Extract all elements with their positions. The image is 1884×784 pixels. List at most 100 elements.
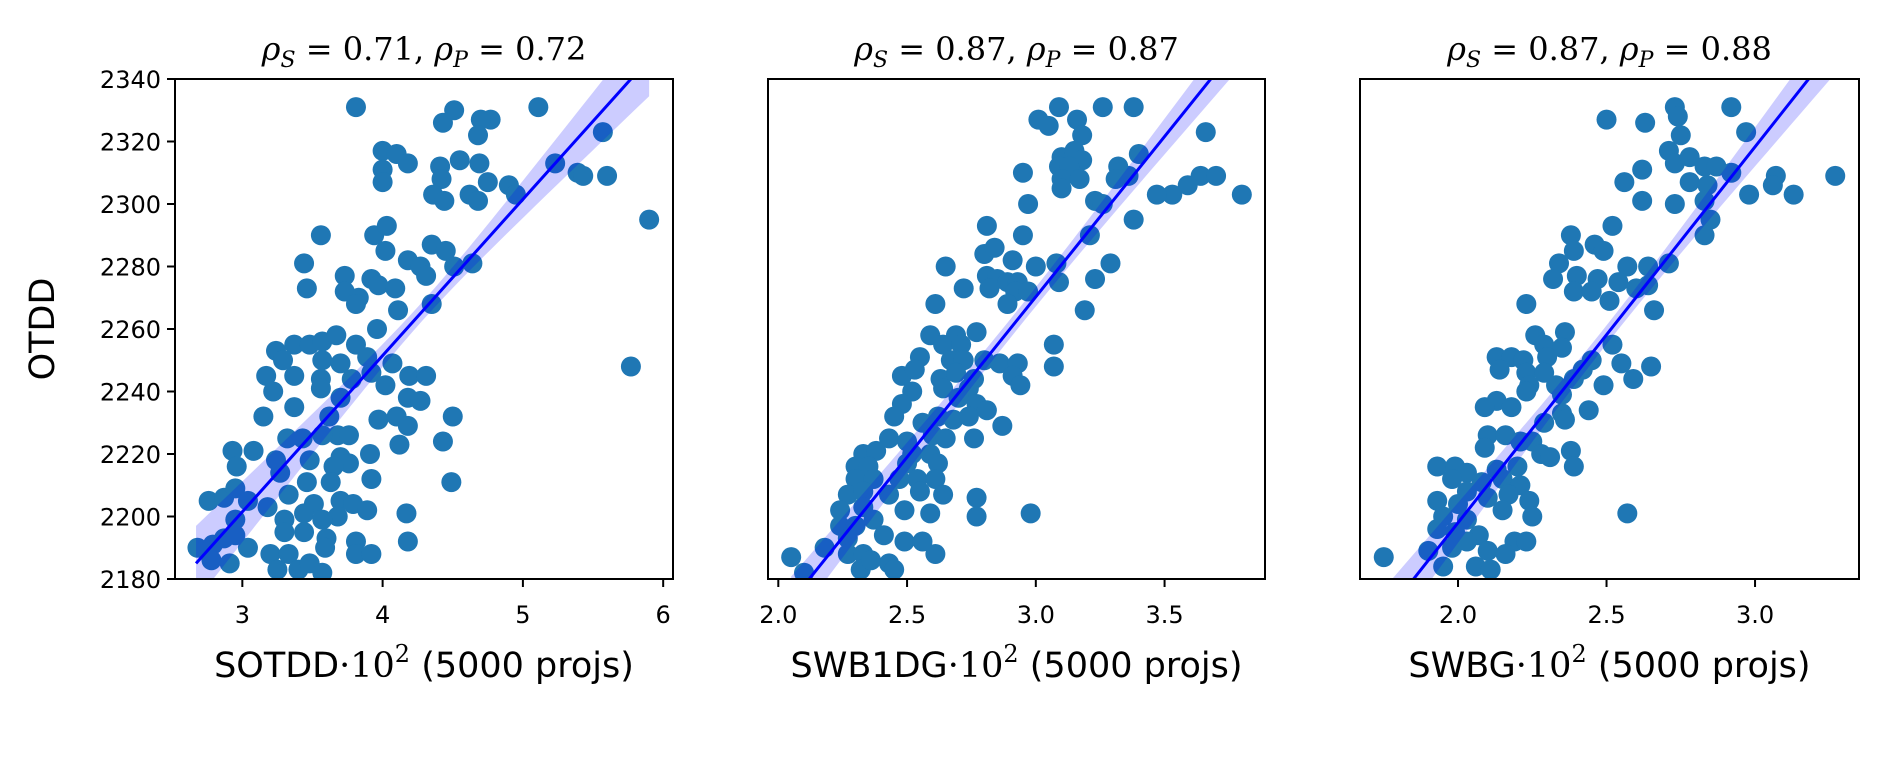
scale-exponent: 2 xyxy=(1571,640,1586,668)
data-point xyxy=(294,253,315,274)
data-point xyxy=(357,500,378,521)
data-point xyxy=(345,294,366,314)
data-point xyxy=(345,544,366,564)
data-point xyxy=(1519,490,1540,511)
data-point xyxy=(1231,184,1252,205)
data-point xyxy=(528,97,549,118)
data-point xyxy=(1593,240,1614,261)
data-point xyxy=(278,484,299,505)
data-point xyxy=(267,559,288,579)
data-point xyxy=(338,425,359,446)
data-point xyxy=(1495,544,1516,564)
scatter-panel-1: 3 4 5 6 2180 2200 2220 2240 2260 2280 2300 2320 2340… xyxy=(100,30,674,686)
data-point xyxy=(361,469,382,489)
rho-subscript: S xyxy=(873,48,888,73)
data-point xyxy=(416,265,437,286)
data-point xyxy=(1018,194,1039,214)
data-point xyxy=(1697,175,1718,196)
data-point xyxy=(953,278,974,299)
data-point xyxy=(1563,240,1584,261)
data-point xyxy=(435,240,456,261)
data-point xyxy=(1092,97,1113,118)
data-point xyxy=(434,190,455,211)
equals: = xyxy=(296,30,343,68)
data-point xyxy=(1442,537,1463,558)
x-tick-label: 4 xyxy=(375,601,390,629)
data-point xyxy=(1638,256,1659,277)
data-point xyxy=(1038,115,1059,136)
y-tick-label: 2260 xyxy=(100,316,161,344)
data-point xyxy=(976,400,997,421)
data-point xyxy=(1617,256,1638,277)
data-point xyxy=(1581,281,1602,302)
data-point xyxy=(1427,456,1448,477)
data-point xyxy=(1123,209,1144,230)
data-point xyxy=(781,547,802,568)
data-point xyxy=(933,334,954,355)
data-point xyxy=(219,553,240,574)
data-point xyxy=(237,490,258,511)
data-point xyxy=(1783,184,1804,205)
data-point xyxy=(1563,281,1584,302)
data-point xyxy=(884,559,905,579)
data-point xyxy=(368,409,389,430)
data-point xyxy=(320,472,341,493)
data-point xyxy=(920,503,941,524)
rho-subscript: P xyxy=(1638,48,1655,73)
data-point xyxy=(863,509,884,530)
data-point xyxy=(1599,290,1620,311)
data-point xyxy=(1123,97,1144,118)
equals: = xyxy=(1481,30,1528,68)
data-point xyxy=(837,528,858,549)
data-point xyxy=(1427,490,1448,511)
data-point xyxy=(1025,256,1046,277)
data-point xyxy=(1554,409,1575,430)
data-point xyxy=(257,497,278,518)
data-point xyxy=(1010,375,1031,396)
data-point xyxy=(256,365,277,386)
data-point xyxy=(933,484,954,505)
axes-frame xyxy=(767,78,1266,580)
data-point xyxy=(1206,165,1227,186)
data-point xyxy=(1644,300,1665,321)
data-point xyxy=(1072,125,1093,146)
data-point xyxy=(1046,253,1067,274)
y-tick-label: 2180 xyxy=(100,566,161,594)
data-point xyxy=(1549,253,1570,274)
data-point xyxy=(1667,106,1688,127)
data-point xyxy=(964,428,985,449)
data-point xyxy=(1694,225,1715,246)
data-point xyxy=(1474,437,1495,458)
data-point xyxy=(1700,209,1721,230)
data-point xyxy=(323,456,344,477)
data-point xyxy=(935,428,956,449)
data-point xyxy=(315,537,336,558)
data-point xyxy=(327,506,348,527)
data-point xyxy=(951,334,972,355)
data-point xyxy=(966,322,987,343)
data-point xyxy=(935,256,956,277)
data-point xyxy=(894,531,915,552)
data-point xyxy=(243,440,264,461)
data-point xyxy=(432,112,453,133)
data-point xyxy=(431,169,452,189)
panel-title: ρS = 0.87, ρP = 0.88 xyxy=(1446,30,1772,73)
data-point xyxy=(1614,172,1635,193)
x-tick-label: 2.0 xyxy=(759,601,797,629)
data-point xyxy=(330,353,351,374)
data-point xyxy=(861,550,882,571)
data-point xyxy=(449,150,470,171)
data-point xyxy=(1067,109,1088,130)
y-tick-label: 2300 xyxy=(100,191,161,219)
data-point xyxy=(1489,359,1510,380)
y-tick-label: 2220 xyxy=(100,441,161,469)
rho-subscript: P xyxy=(452,48,469,73)
data-point xyxy=(1043,334,1064,355)
data-point xyxy=(397,153,418,174)
equals: = xyxy=(1653,30,1700,68)
data-point xyxy=(1551,337,1572,358)
data-point xyxy=(274,522,295,543)
data-point xyxy=(462,253,483,274)
data-point xyxy=(1043,356,1064,377)
